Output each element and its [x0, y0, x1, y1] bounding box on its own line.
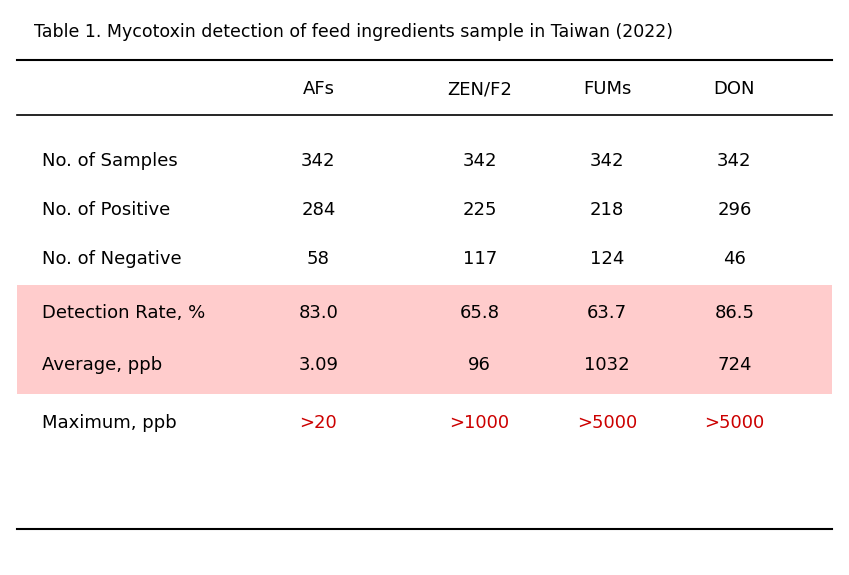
Text: 342: 342: [590, 152, 624, 170]
Text: No. of Positive: No. of Positive: [42, 201, 171, 219]
Text: 117: 117: [463, 250, 497, 268]
Text: 342: 342: [301, 152, 335, 170]
Text: 46: 46: [723, 250, 745, 268]
Text: 83.0: 83.0: [299, 304, 338, 323]
Text: 1032: 1032: [584, 356, 630, 374]
Text: 65.8: 65.8: [459, 304, 500, 323]
Text: DON: DON: [714, 80, 755, 98]
Bar: [17, 285, 832, 394]
Text: 225: 225: [463, 201, 497, 219]
Text: Table 1. Mycotoxin detection of feed ingredients sample in Taiwan (2022): Table 1. Mycotoxin detection of feed ing…: [34, 22, 673, 41]
Text: AFs: AFs: [302, 80, 335, 98]
Text: 86.5: 86.5: [714, 304, 755, 323]
Text: >20: >20: [300, 413, 337, 432]
Text: 296: 296: [717, 201, 751, 219]
Text: No. of Negative: No. of Negative: [42, 250, 182, 268]
Text: Detection Rate, %: Detection Rate, %: [42, 304, 205, 323]
Text: FUMs: FUMs: [583, 80, 631, 98]
Text: Maximum, ppb: Maximum, ppb: [42, 413, 177, 432]
Text: ZEN/F2: ZEN/F2: [447, 80, 512, 98]
Text: 724: 724: [717, 356, 751, 374]
Text: 96: 96: [469, 356, 491, 374]
Text: 218: 218: [590, 201, 624, 219]
Text: 124: 124: [590, 250, 624, 268]
Text: Average, ppb: Average, ppb: [42, 356, 163, 374]
Text: 284: 284: [301, 201, 335, 219]
Text: >5000: >5000: [705, 413, 764, 432]
Text: 342: 342: [717, 152, 751, 170]
Text: 3.09: 3.09: [298, 356, 339, 374]
Text: No. of Samples: No. of Samples: [42, 152, 178, 170]
Text: 63.7: 63.7: [587, 304, 627, 323]
Text: >5000: >5000: [577, 413, 637, 432]
Text: 342: 342: [463, 152, 497, 170]
Text: 58: 58: [307, 250, 329, 268]
Text: >1000: >1000: [450, 413, 509, 432]
